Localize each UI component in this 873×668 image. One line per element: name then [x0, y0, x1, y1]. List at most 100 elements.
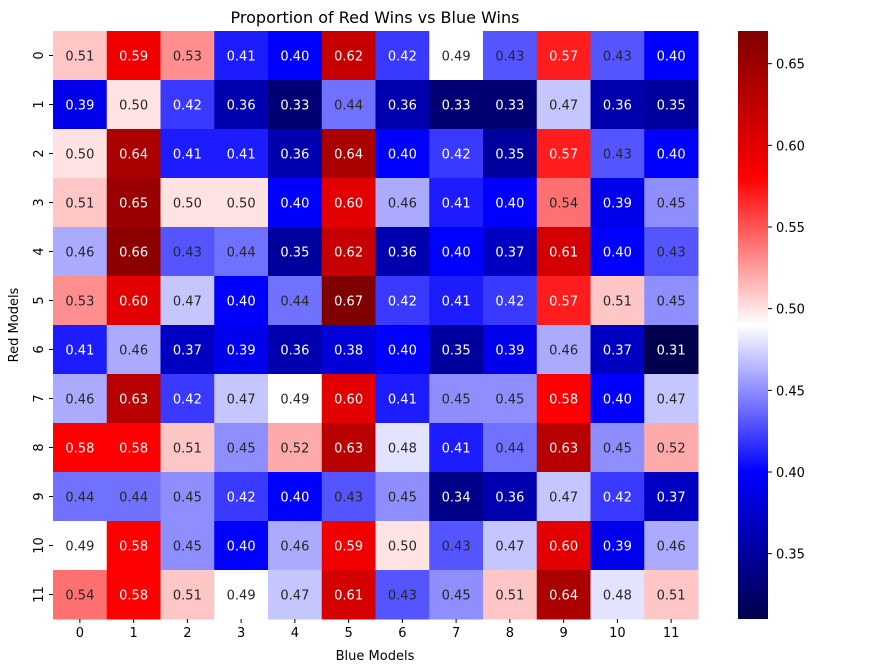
- heatmap-cell: [53, 80, 108, 130]
- cell-value-label: 0.62: [334, 246, 363, 261]
- heatmap-cell: [644, 423, 699, 473]
- heatmap-cell: [53, 472, 108, 522]
- cell-value-label: 0.51: [657, 589, 686, 604]
- heatmap-cell: [321, 276, 376, 326]
- cell-value-label: 0.52: [657, 442, 686, 457]
- cell-value-label: 0.57: [549, 295, 578, 310]
- cell-value-label: 0.50: [388, 540, 417, 555]
- heatmap-cell: [214, 521, 269, 571]
- heatmap-cell: [536, 570, 591, 620]
- heatmap-cell: [590, 423, 645, 473]
- heatmap-cell: [483, 472, 538, 522]
- cell-value-label: 0.50: [227, 197, 256, 212]
- heatmap-cell: [160, 31, 215, 81]
- heatmap-cell: [53, 570, 108, 620]
- y-tick-label: 11: [32, 586, 47, 603]
- heatmap-cell: [536, 276, 591, 326]
- cell-value-label: 0.39: [603, 197, 632, 212]
- cell-value-label: 0.36: [227, 99, 256, 114]
- heatmap-cell: [106, 521, 161, 571]
- colorbar-tick-label: 0.35: [776, 548, 805, 563]
- heatmap-cell: [429, 276, 484, 326]
- heatmap-cell: [160, 80, 215, 130]
- cell-value-label: 0.42: [173, 393, 202, 408]
- heatmap-cell: [375, 570, 430, 620]
- cell-value-label: 0.66: [119, 246, 148, 261]
- heatmap-cell: [590, 521, 645, 571]
- colorbar-ticks: 0.35 0.40 0.45 0.50 0.55 0.60 0.65: [768, 58, 805, 563]
- heatmap-cell: [160, 423, 215, 473]
- x-axis: 0 1 2 3 4 5 6 7 8 9 10 11: [76, 619, 679, 641]
- cell-value-label: 0.61: [334, 589, 363, 604]
- cell-value-label: 0.40: [603, 393, 632, 408]
- heatmap-cell: [268, 374, 323, 424]
- cell-value-label: 0.44: [65, 491, 94, 506]
- heatmap-cell: [590, 276, 645, 326]
- heatmap-cell: [644, 227, 699, 277]
- cell-value-label: 0.49: [442, 50, 471, 65]
- heatmap-cell: [106, 178, 161, 228]
- heatmap-cell: [429, 472, 484, 522]
- heatmap-cell: [160, 129, 215, 179]
- cell-value-label: 0.63: [119, 393, 148, 408]
- heatmap-cell: [375, 227, 430, 277]
- cell-value-label: 0.44: [495, 442, 524, 457]
- cell-value-label: 0.47: [173, 295, 202, 310]
- cell-value-label: 0.40: [280, 197, 309, 212]
- heatmap-cell: [321, 325, 376, 375]
- cell-value-label: 0.39: [227, 344, 256, 359]
- cell-value-label: 0.45: [603, 442, 632, 457]
- x-tick-label: 5: [344, 626, 352, 641]
- cell-value-label: 0.44: [227, 246, 256, 261]
- heatmap-cell: [483, 276, 538, 326]
- x-axis-label: Blue Models: [336, 649, 415, 664]
- heatmap-cell: [536, 423, 591, 473]
- cell-value-label: 0.47: [280, 589, 309, 604]
- cell-value-label: 0.43: [495, 50, 524, 65]
- cell-value-label: 0.57: [549, 50, 578, 65]
- heatmap-cell: [644, 276, 699, 326]
- heatmap-cell: [321, 80, 376, 130]
- heatmap-cell: [53, 227, 108, 277]
- cell-value-label: 0.51: [495, 589, 524, 604]
- heatmap-cell: [214, 276, 269, 326]
- cell-value-label: 0.45: [227, 442, 256, 457]
- cell-value-label: 0.41: [227, 50, 256, 65]
- cell-value-label: 0.47: [495, 540, 524, 555]
- cell-value-label: 0.31: [657, 344, 686, 359]
- cell-value-label: 0.53: [65, 295, 94, 310]
- cell-value-label: 0.63: [334, 442, 363, 457]
- heatmap-cell: [483, 80, 538, 130]
- cell-value-label: 0.38: [334, 344, 363, 359]
- heatmap-cell: [429, 423, 484, 473]
- heatmap-cell: [483, 129, 538, 179]
- cell-value-label: 0.52: [280, 442, 309, 457]
- heatmap-cell: [53, 178, 108, 228]
- heatmap-cell: [375, 423, 430, 473]
- heatmap-cell: [268, 80, 323, 130]
- cell-value-label: 0.60: [119, 295, 148, 310]
- heatmap-cell: [536, 325, 591, 375]
- cell-value-label: 0.42: [442, 148, 471, 163]
- heatmap-cell: [214, 423, 269, 473]
- heatmap-cell: [536, 227, 591, 277]
- cell-value-label: 0.37: [657, 491, 686, 506]
- heatmap-cell: [590, 472, 645, 522]
- cell-value-label: 0.39: [65, 99, 94, 114]
- cell-value-label: 0.58: [119, 589, 148, 604]
- heatmap-cell: [429, 570, 484, 620]
- heatmap-cell: [375, 472, 430, 522]
- cell-value-label: 0.35: [495, 148, 524, 163]
- cell-value-label: 0.47: [227, 393, 256, 408]
- heatmap-cell: [106, 31, 161, 81]
- cell-value-label: 0.58: [119, 540, 148, 555]
- cell-value-label: 0.54: [65, 589, 94, 604]
- y-tick-label: 2: [32, 149, 47, 157]
- cell-value-label: 0.36: [388, 246, 417, 261]
- cell-value-label: 0.48: [603, 589, 632, 604]
- heatmap-cell: [53, 31, 108, 81]
- heatmap-cell: [214, 325, 269, 375]
- x-tick-label: 0: [76, 626, 84, 641]
- cell-value-label: 0.54: [549, 197, 578, 212]
- heatmap-cell: [429, 31, 484, 81]
